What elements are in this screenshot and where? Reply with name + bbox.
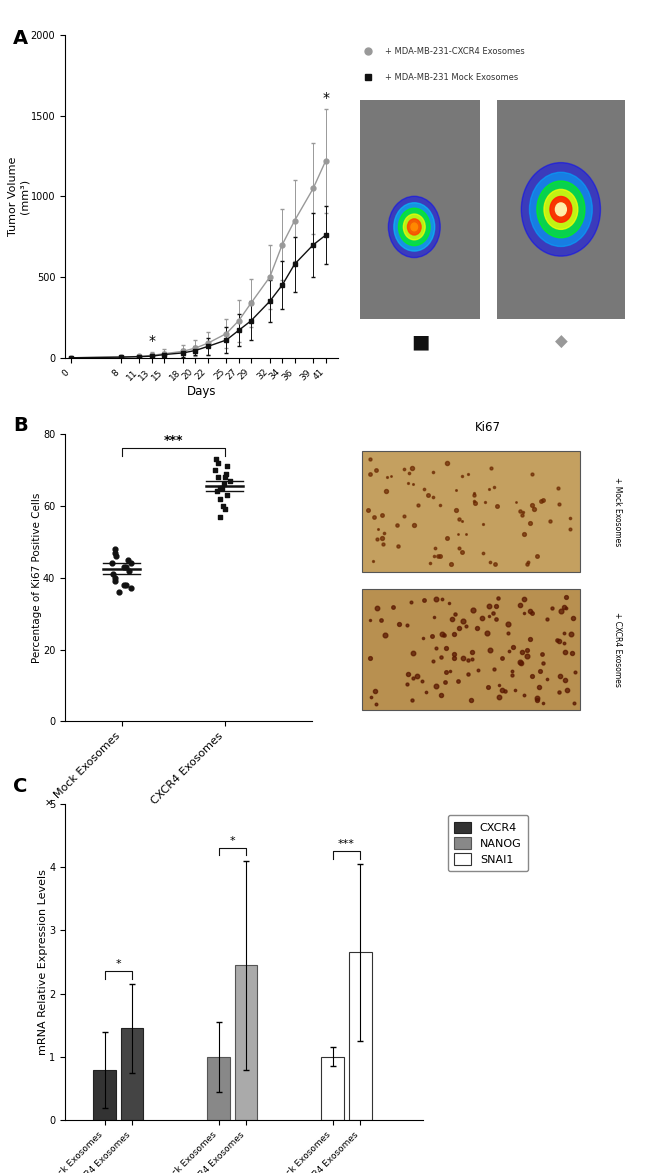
- Point: [216, 479, 227, 497]
- Text: + MDA-MB-231-CXCR4 Exosomes: + MDA-MB-231-CXCR4 Exosomes: [385, 47, 525, 56]
- Text: *: *: [148, 334, 155, 348]
- Text: *: *: [116, 960, 121, 969]
- Y-axis label: mRNA Relative Expression Levels: mRNA Relative Expression Levels: [38, 869, 47, 1055]
- Point: [215, 479, 226, 497]
- Bar: [120, 1029, 144, 1120]
- Point: [114, 583, 124, 602]
- Point: [220, 500, 230, 518]
- Circle shape: [404, 213, 425, 239]
- Bar: [362, 589, 580, 710]
- Bar: [321, 1057, 344, 1120]
- Point: [213, 468, 224, 487]
- Text: + MDA-MB-231 Mock Exosomes: + MDA-MB-231 Mock Exosomes: [385, 73, 518, 82]
- X-axis label: Days: Days: [187, 385, 216, 398]
- Text: A: A: [13, 29, 28, 48]
- Point: [215, 507, 226, 526]
- Point: [121, 576, 131, 595]
- Bar: [348, 952, 372, 1120]
- Circle shape: [555, 203, 566, 216]
- Point: [225, 472, 235, 490]
- Bar: [360, 100, 480, 319]
- Legend: CXCR4, NANOG, SNAI1: CXCR4, NANOG, SNAI1: [448, 815, 528, 872]
- Title: Ki67: Ki67: [474, 421, 500, 434]
- Circle shape: [398, 209, 430, 245]
- Point: [126, 554, 136, 572]
- Point: [221, 465, 231, 483]
- Circle shape: [408, 219, 421, 235]
- Bar: [235, 965, 257, 1120]
- Point: [110, 540, 120, 558]
- Point: [125, 579, 136, 598]
- Text: + Mock Exosomes: + Mock Exosomes: [613, 477, 622, 547]
- Point: [121, 557, 131, 576]
- Circle shape: [550, 197, 572, 223]
- Point: [222, 457, 232, 476]
- Text: B: B: [13, 416, 28, 435]
- Bar: [93, 1070, 116, 1120]
- Point: [210, 461, 220, 480]
- Point: [109, 568, 120, 586]
- Text: ***: ***: [163, 434, 183, 447]
- Circle shape: [521, 163, 601, 256]
- Text: *: *: [229, 836, 235, 846]
- Point: [220, 468, 230, 487]
- Text: + CXCR4 Exosomes: + CXCR4 Exosomes: [613, 612, 622, 687]
- Point: [218, 475, 229, 494]
- Text: ***: ***: [338, 839, 355, 849]
- Point: [118, 557, 129, 576]
- Text: ■: ■: [411, 332, 430, 351]
- Bar: [497, 100, 625, 319]
- Text: ◆: ◆: [554, 333, 567, 351]
- Bar: [362, 452, 580, 572]
- Bar: [207, 1057, 230, 1120]
- Point: [111, 547, 121, 565]
- Circle shape: [544, 189, 578, 230]
- Point: [124, 561, 135, 579]
- Point: [107, 564, 118, 583]
- Y-axis label: Percentage of Ki67 Positive Cells: Percentage of Ki67 Positive Cells: [31, 493, 42, 663]
- Point: [107, 554, 117, 572]
- Point: [222, 486, 232, 504]
- Point: [212, 482, 222, 501]
- Circle shape: [388, 196, 440, 258]
- Circle shape: [394, 203, 435, 251]
- Point: [215, 489, 226, 508]
- Point: [110, 543, 120, 562]
- Point: [124, 550, 134, 569]
- Circle shape: [411, 223, 417, 231]
- Point: [211, 449, 221, 468]
- Circle shape: [537, 181, 585, 238]
- Text: *: *: [322, 91, 329, 106]
- Point: [109, 572, 120, 591]
- Text: C: C: [13, 777, 27, 795]
- Point: [213, 453, 223, 472]
- Point: [118, 576, 129, 595]
- Point: [218, 496, 228, 515]
- Circle shape: [530, 172, 592, 246]
- Y-axis label: Tumor Volume
(mm³): Tumor Volume (mm³): [8, 157, 29, 236]
